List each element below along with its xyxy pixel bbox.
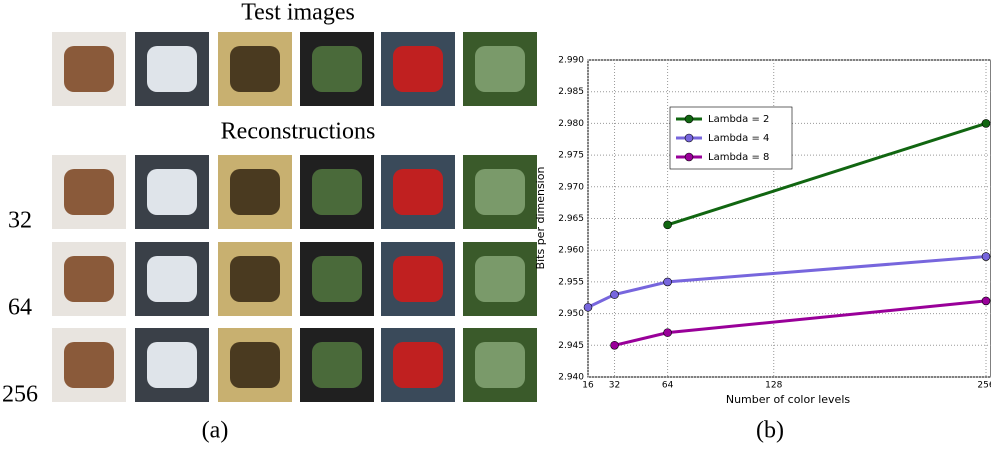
image-subject [475, 46, 525, 92]
caption: (b) [756, 418, 784, 444]
x-tick-label: 16 [582, 381, 594, 391]
legend-label: Lambda = 4 [708, 133, 769, 144]
image-subject [393, 46, 443, 92]
y-tick-label: 2.965 [558, 214, 584, 224]
y-tick-label: 2.975 [558, 151, 584, 161]
image-subject [230, 46, 280, 92]
image-subject [147, 169, 197, 215]
y-tick-label: 2.945 [558, 341, 584, 351]
legend-marker [684, 152, 694, 162]
image-subject [230, 256, 280, 302]
image-subject [393, 342, 443, 388]
image-subject [312, 256, 362, 302]
image-subject [64, 169, 114, 215]
point [663, 220, 672, 230]
x-tick-label: 128 [765, 381, 782, 391]
y-tick-label: 2.985 [558, 87, 584, 97]
x-axis-label: Number of color levels [726, 393, 851, 406]
image-subject [147, 342, 197, 388]
image-subject [312, 342, 362, 388]
y-tick-label: 2.955 [558, 277, 584, 287]
image-subject [230, 342, 280, 388]
image-subject [64, 46, 114, 92]
line [614, 299, 987, 347]
point [610, 340, 619, 350]
line [587, 255, 987, 309]
image-subject [64, 256, 114, 302]
image-grid [52, 32, 537, 402]
row-label: 64 [8, 295, 32, 321]
legend-marker [684, 133, 694, 143]
image-subject [64, 342, 114, 388]
y-tick-label: 2.960 [558, 246, 584, 256]
image-subject [230, 169, 280, 215]
test-title: Test images [241, 0, 355, 26]
x-tick-label: 256 [977, 381, 991, 391]
row-label: 256 [2, 382, 38, 408]
point [981, 119, 991, 128]
y-tick-label: 2.990 [558, 56, 584, 66]
legend-marker [684, 114, 694, 124]
legend-label: Lambda = 8 [708, 152, 769, 163]
image-subject [147, 46, 197, 92]
point [610, 290, 619, 299]
legend-label: Lambda = 2 [708, 114, 769, 125]
image-subject [312, 169, 362, 215]
x-tick-label: 64 [662, 381, 674, 391]
row-label: 32 [8, 208, 32, 234]
image-subject [147, 256, 197, 302]
recon-title: Reconstructions [221, 119, 376, 145]
image-subject [475, 256, 525, 302]
point [663, 328, 672, 337]
point [981, 252, 991, 261]
point [663, 277, 672, 287]
y-tick-label: 2.970 [558, 182, 584, 192]
line [667, 121, 987, 227]
point [583, 302, 593, 312]
y-axis-label: Bits per dimension [534, 167, 547, 270]
image-subject [475, 342, 525, 388]
image-subject [312, 46, 362, 92]
y-tick-label: 2.980 [558, 119, 584, 129]
image-subject [475, 169, 525, 215]
y-tick-label: 2.950 [558, 309, 584, 319]
image-subject [393, 256, 443, 302]
image-subject [393, 169, 443, 215]
caption: (a) [202, 418, 229, 444]
y-tick-label: 2.940 [558, 373, 584, 383]
point [981, 296, 991, 306]
x-tick-label: 32 [609, 381, 620, 391]
